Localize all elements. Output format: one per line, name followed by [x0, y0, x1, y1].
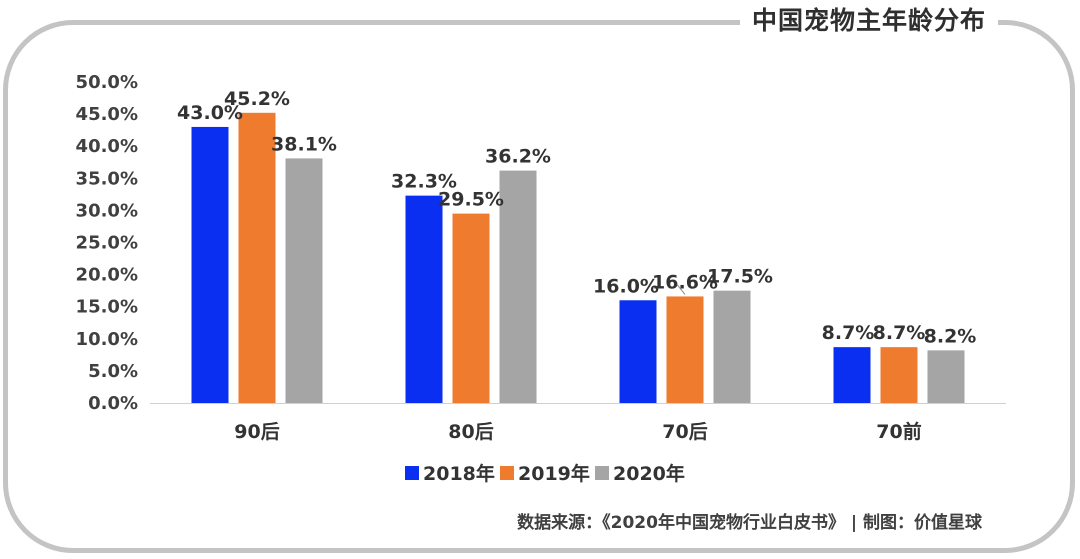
y-tick-label: 10.0% [76, 329, 138, 350]
data-labels: 43.0%45.2% 38.1% 32.3%29.5% 36.2% 16.0%16.6%… [177, 88, 976, 348]
bar-2019年 [238, 112, 276, 403]
data-label: 8.7% [873, 322, 926, 344]
bars [191, 112, 965, 403]
legend-swatch [595, 466, 609, 480]
bar-2019年 [452, 213, 490, 403]
bar-2020年 [285, 158, 323, 403]
y-axis: 0.0% 5.0% 10.0% 15.0% 20.0% 25.0% 30.0% 35.0% 40… [76, 72, 138, 414]
data-label: 36.2% [485, 146, 551, 168]
data-label: 45.2% [224, 88, 290, 110]
bar-2020年 [713, 290, 751, 403]
source-note: 数据来源：《2020年中国宠物行业白皮书》 | 制图：价值星球 [517, 513, 982, 533]
y-tick-label: 20.0% [76, 265, 138, 286]
x-category-label: 70后 [662, 421, 707, 443]
x-axis: 90后 80后 70后 70前 [150, 403, 1006, 443]
bar-2020年 [927, 350, 965, 403]
x-category-label: 90后 [234, 421, 279, 443]
bar-2020年 [499, 170, 537, 403]
chart-frame [3, 20, 1075, 553]
bar-2018年 [405, 195, 443, 403]
bar-2019年 [666, 296, 704, 403]
x-category-label: 70前 [876, 420, 921, 443]
bar-2018年 [833, 347, 871, 403]
data-label: 38.1% [271, 133, 337, 155]
data-label: 8.7% [822, 322, 875, 344]
y-tick-label: 30.0% [76, 200, 138, 221]
bar-2018年 [619, 300, 657, 403]
bar-2018年 [191, 126, 229, 403]
legend: 2018年 2019年 2020年 [405, 462, 685, 485]
legend-label: 2018年 [423, 462, 495, 485]
y-tick-label: 25.0% [76, 233, 138, 254]
chart-title: 中国宠物主年龄分布 [739, 4, 998, 38]
data-label: 29.5% [438, 189, 504, 211]
y-tick-label: 15.0% [76, 297, 138, 318]
legend-label: 2020年 [613, 462, 685, 485]
y-tick-label: 0.0% [88, 393, 138, 414]
y-tick-label: 35.0% [76, 168, 138, 189]
y-tick-label: 45.0% [76, 104, 138, 125]
data-label: 16.0% [593, 275, 659, 297]
legend-swatch [405, 466, 419, 480]
bar-2019年 [880, 347, 918, 403]
leader-line [676, 284, 686, 295]
data-label: 16.6% [652, 271, 718, 293]
data-label: 32.3% [391, 171, 457, 193]
data-label: 8.2% [924, 325, 977, 347]
x-category-label: 80后 [448, 421, 493, 443]
legend-label: 2019年 [518, 462, 590, 485]
y-tick-label: 5.0% [88, 361, 138, 382]
y-tick-label: 50.0% [76, 72, 138, 93]
legend-swatch [500, 466, 514, 480]
y-tick-label: 40.0% [76, 136, 138, 157]
data-label: 43.0% [177, 102, 243, 124]
data-label: 17.5% [707, 266, 773, 288]
